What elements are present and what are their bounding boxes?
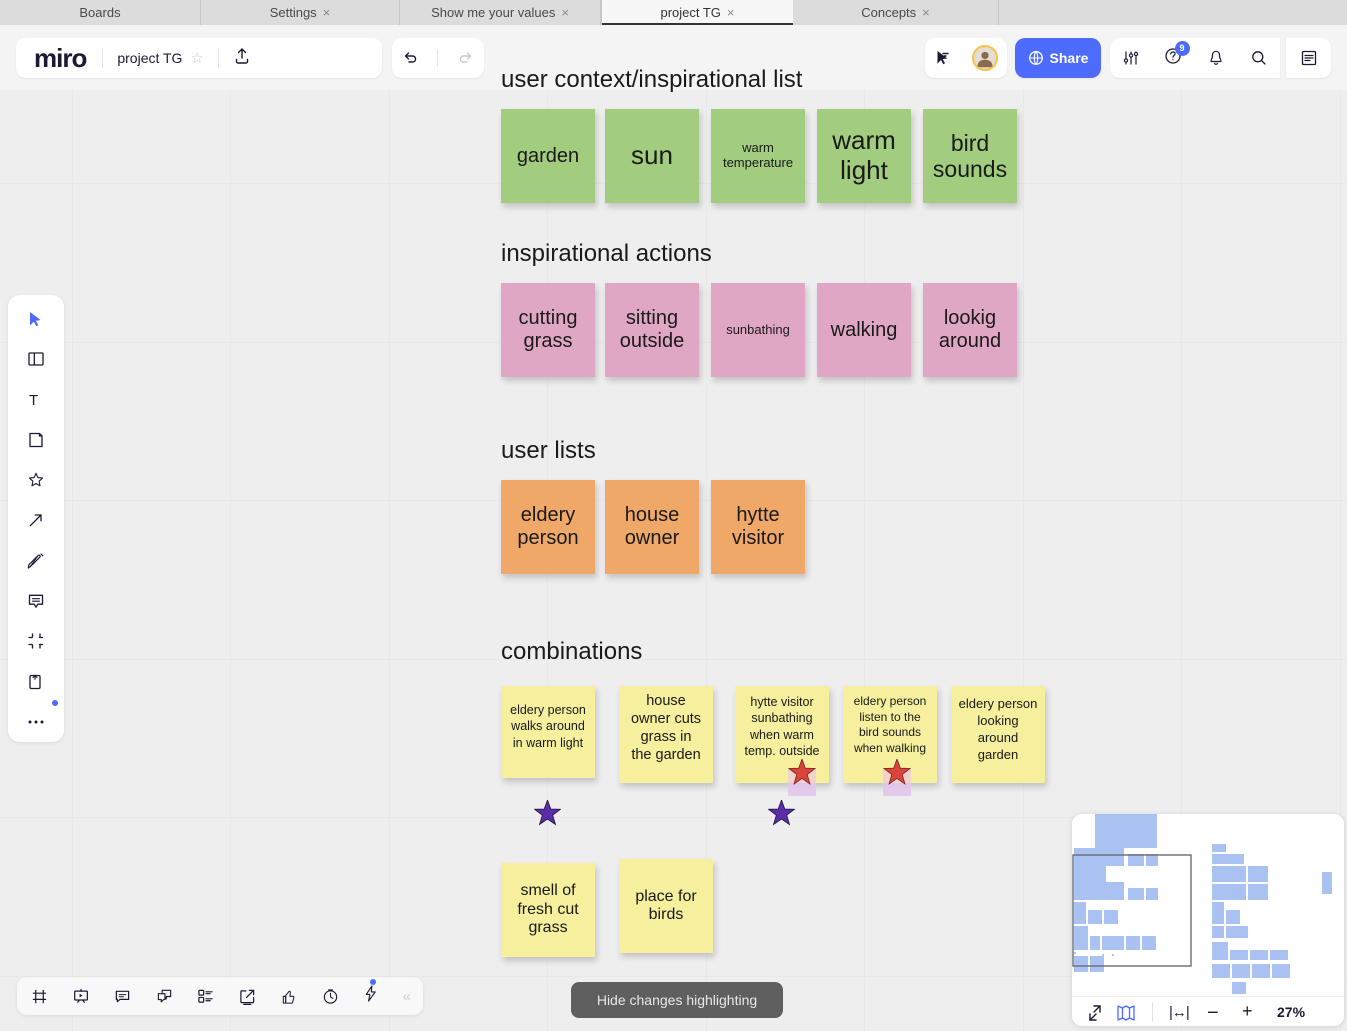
svg-text:T: T bbox=[29, 392, 38, 409]
